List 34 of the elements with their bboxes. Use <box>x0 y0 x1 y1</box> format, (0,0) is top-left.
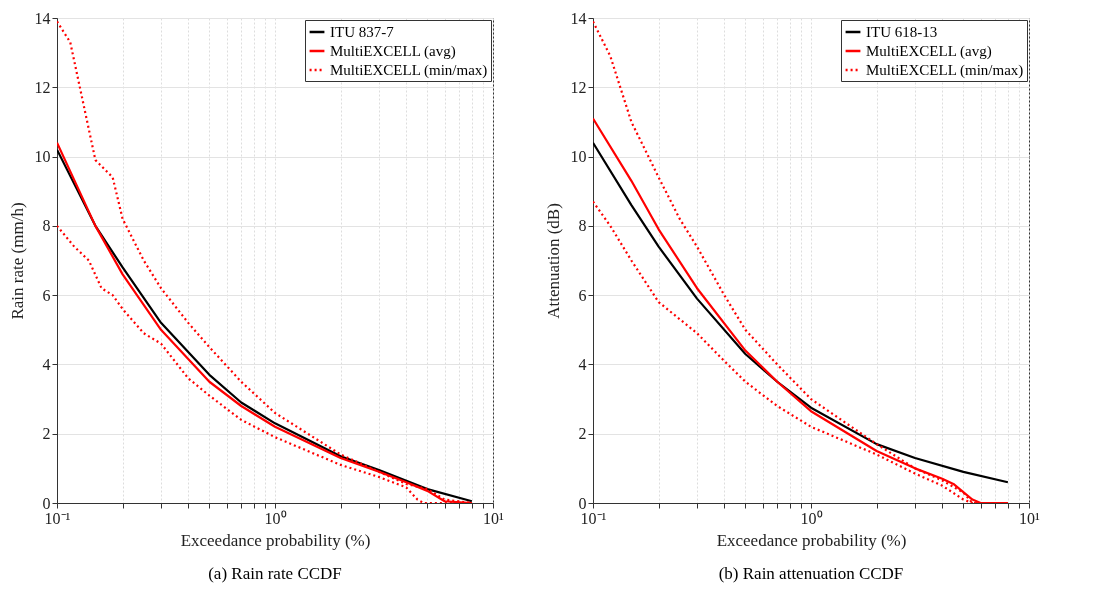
y-tick-label: 12 <box>34 78 51 96</box>
y-tick-label: 2 <box>42 425 51 443</box>
x-axis-title: Exceedance probability (%) <box>716 530 907 550</box>
y-axis-title: Rain rate (mm/h) <box>7 202 27 320</box>
y-tick-label: 0 <box>42 494 51 512</box>
x-axis-title: Exceedance probability (%) <box>180 530 371 550</box>
x-tick-label: 10⁻¹ <box>580 509 607 527</box>
y-tick-label: 4 <box>42 355 51 373</box>
x-tick-label: 10⁰ <box>264 509 287 527</box>
y-tick-label: 8 <box>42 217 51 235</box>
y-tick-label: 6 <box>578 286 587 304</box>
legend-label: MultiEXCELL (min/max) <box>866 62 1024 79</box>
x-tick-label: 10⁰ <box>800 509 823 527</box>
x-tick-label: 10¹ <box>483 509 505 527</box>
y-tick-label: 4 <box>578 355 587 373</box>
y-axis-title: Attenuation (dB) <box>543 203 563 319</box>
y-tick-label: 10 <box>570 148 587 166</box>
legend-label: MultiEXCELL (avg) <box>866 43 992 60</box>
x-tick-label: 10⁻¹ <box>44 509 71 527</box>
y-tick-label: 10 <box>34 148 51 166</box>
y-tick-label: 0 <box>578 494 587 512</box>
y-tick-label: 8 <box>578 217 587 235</box>
legend-label: MultiEXCELL (min/max) <box>330 62 488 79</box>
y-tick-label: 14 <box>34 9 51 27</box>
legend-label: ITU 618-13 <box>866 24 938 40</box>
legend-label: MultiEXCELL (avg) <box>330 43 456 60</box>
y-tick-label: 2 <box>578 425 587 443</box>
y-tick-label: 14 <box>570 9 587 27</box>
y-tick-label: 12 <box>570 78 587 96</box>
y-tick-label: 6 <box>42 286 51 304</box>
text: (a) Rain rate CCDF <box>208 564 342 583</box>
x-tick-label: 10¹ <box>1019 509 1041 527</box>
legend-label: ITU 837-7 <box>330 24 395 40</box>
text: (b) Rain attenuation CCDF <box>718 564 904 583</box>
